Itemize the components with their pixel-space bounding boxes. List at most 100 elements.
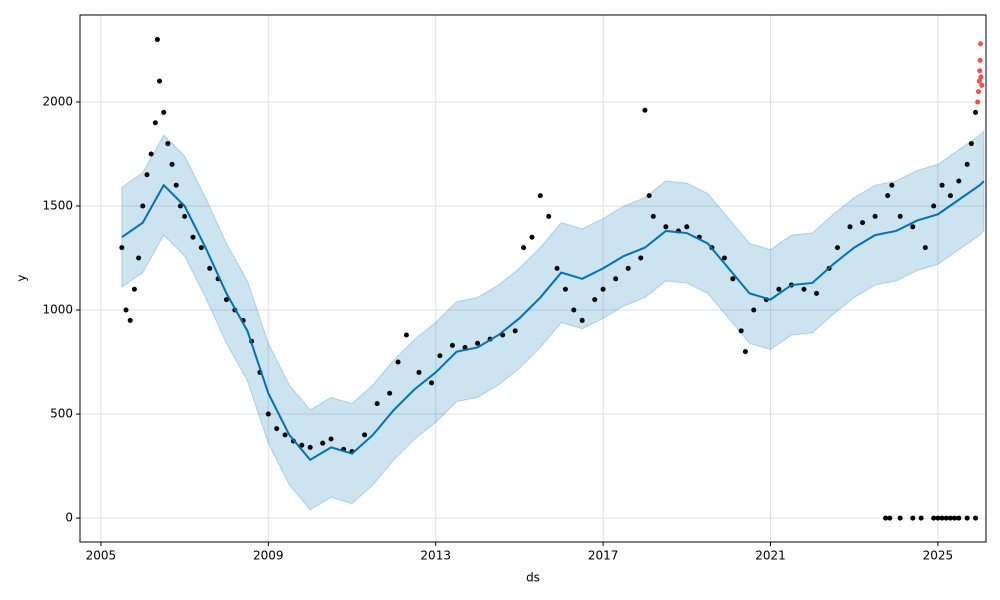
observed-point: [437, 353, 443, 359]
observed-point: [638, 255, 644, 261]
observed-point: [872, 213, 878, 219]
observed-point: [449, 342, 455, 348]
outlier-point: [975, 89, 981, 95]
observed-point: [328, 436, 334, 442]
observed-point: [897, 515, 903, 521]
forecast-line: [121, 180, 985, 462]
outlier-point: [977, 57, 983, 63]
x-tick-label: 2017: [588, 549, 619, 563]
x-tick-label: 2005: [86, 549, 117, 563]
observed-point: [935, 515, 941, 521]
observed-point: [307, 444, 313, 450]
observed-point: [922, 245, 928, 251]
observed-point: [956, 515, 962, 521]
observed-point: [646, 193, 652, 199]
observed-point: [939, 182, 945, 188]
observed-point: [169, 161, 175, 167]
observed-point: [885, 193, 891, 199]
observed-point: [947, 515, 953, 521]
observed-point: [403, 332, 409, 338]
x-tick-label: 2021: [755, 549, 786, 563]
observed-point: [650, 213, 656, 219]
observed-point: [579, 317, 585, 323]
observed-point: [173, 182, 179, 188]
observed-point: [223, 297, 229, 303]
observed-point: [274, 426, 280, 432]
observed-point: [190, 234, 196, 240]
observed-point: [663, 224, 669, 230]
observed-point: [834, 245, 840, 251]
observed-point: [537, 193, 543, 199]
observed-point: [751, 307, 757, 313]
observed-point: [613, 276, 619, 282]
x-tick-label: 2025: [923, 549, 954, 563]
observed-point: [964, 161, 970, 167]
observed-point: [947, 193, 953, 199]
observed-point: [625, 265, 631, 271]
observed-point: [943, 515, 949, 521]
observed-point: [730, 276, 736, 282]
observed-point: [939, 515, 945, 521]
observed-point: [529, 234, 535, 240]
observed-point: [282, 432, 288, 438]
observed-point: [144, 172, 150, 178]
observed-point: [684, 224, 690, 230]
observed-point: [429, 380, 435, 386]
observed-point: [801, 286, 807, 292]
y-tick-label: 0: [65, 511, 73, 525]
observed-point: [157, 78, 163, 84]
observed-point: [600, 286, 606, 292]
observed-point: [973, 515, 979, 521]
observed-point: [776, 286, 782, 292]
x-axis-label: ds: [526, 571, 540, 585]
observed-point: [721, 255, 727, 261]
observed-point: [131, 286, 137, 292]
observed-point: [931, 203, 937, 209]
y-axis-label: y: [15, 274, 29, 281]
observed-point: [154, 37, 160, 43]
plot-frame: [79, 14, 987, 543]
outlier-point: [975, 99, 981, 105]
observed-point: [883, 515, 889, 521]
outlier-point: [978, 74, 984, 80]
x-tick-label: 2009: [253, 549, 284, 563]
observed-point: [931, 515, 937, 521]
observed-point: [123, 307, 129, 313]
observed-point: [910, 515, 916, 521]
observed-point: [889, 182, 895, 188]
observed-point: [964, 515, 970, 521]
observed-point: [592, 297, 598, 303]
observed-point: [918, 515, 924, 521]
outlier-point: [977, 68, 983, 74]
observed-point: [973, 109, 979, 115]
observed-point: [387, 390, 393, 396]
observed-point: [198, 245, 204, 251]
x-tick-label: 2013: [420, 549, 451, 563]
observed-point: [161, 109, 167, 115]
observed-point: [182, 213, 188, 219]
observed-point: [952, 515, 958, 521]
observed-point: [512, 328, 518, 334]
observed-point: [395, 359, 401, 365]
y-tick-label: 1500: [42, 198, 73, 212]
observed-point: [642, 107, 648, 113]
observed-point: [362, 432, 368, 438]
observed-point: [847, 224, 853, 230]
observed-point: [742, 349, 748, 355]
observed-point: [521, 245, 527, 251]
y-tick-label: 500: [50, 407, 73, 421]
observed-point: [207, 265, 213, 271]
observed-point: [956, 178, 962, 184]
observed-point: [265, 411, 271, 417]
observed-point: [562, 286, 568, 292]
y-tick-label: 1000: [42, 303, 73, 317]
observed-point: [119, 245, 125, 251]
outlier-point: [976, 78, 982, 84]
observed-point: [320, 440, 326, 446]
observed-point: [299, 442, 305, 448]
observed-point: [814, 290, 820, 296]
observed-point: [165, 141, 171, 147]
observed-point: [475, 340, 481, 346]
